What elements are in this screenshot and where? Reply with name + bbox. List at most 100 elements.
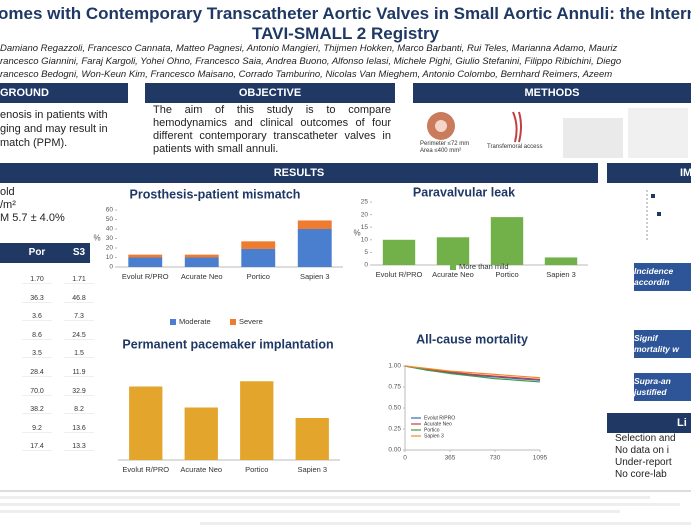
limitation-item: Selection and [615,433,676,444]
legend-label: Sapien 3 [424,433,444,439]
annulus-icon [435,120,447,132]
bar [241,241,276,249]
legend-swatch [450,264,456,270]
table-cell: 9.2 [22,425,52,433]
method-text: Transfemoral access [487,144,543,150]
bar [436,237,470,265]
table-head-cell: Por [28,247,46,258]
authors: Damiano Regazzoli, Francesco Cannata, Ma… [0,43,618,54]
fine-print [200,522,691,525]
table-header [0,243,90,263]
x-tick-label: Portico [495,270,518,279]
x-tick-label: 1095 [533,455,548,462]
table-cell: 70.0 [22,388,52,396]
implication-text: accordin [634,277,670,287]
section-heading: GROUND [0,83,128,103]
y-tick-label: 20 [106,245,114,252]
survival-line [404,365,541,383]
y-axis-label: % [93,234,100,243]
implication-text: justified [634,387,667,397]
y-tick-label: 20 [361,211,369,218]
bar [129,386,163,460]
table-cell: 46.8 [64,295,94,303]
implication-text: mortality w [634,344,679,354]
limitation-item: No data on i [615,445,669,456]
bar [240,381,274,460]
x-tick-label: Evolut R/PRO [122,272,169,281]
section-heading: RESULTS [0,163,598,183]
y-tick-label: 50 [106,216,114,223]
chart-title: Paravalvular leak [413,185,515,199]
table-cell: 32.9 [64,388,94,396]
y-tick-label: 5 [364,249,368,256]
legend-label: Acurate Neo [424,421,452,427]
implication-box: Signif mortality w [634,330,691,358]
map [563,118,623,158]
bar [184,254,219,258]
table-cell: 28.4 [22,369,52,377]
legend-label: Evolut R/PRO [424,415,455,421]
legend-label: More than mild [459,262,509,271]
background-text: enosis in patients with ging and may res… [0,108,108,150]
table-head-cell: S3 [72,247,86,258]
y-tick-label: 0 [109,264,113,271]
access-icon [512,111,522,143]
x-tick-label: Acurate Neo [181,272,223,281]
table-cell: 1.71 [64,276,94,284]
implication-box: Supra-an justified [634,373,691,401]
bar [544,257,578,265]
table-cell: 13.6 [64,425,94,433]
table-cell: 8.6 [22,332,52,340]
map [628,108,688,158]
x-tick-label: Evolut R/PRO [122,465,169,474]
x-tick-label: Sapien 3 [297,465,327,474]
x-tick-label: Evolut R/PRO [376,270,423,279]
fine-print [0,510,620,513]
authors: rancesco Bedogni, Won-Keun Kim, Francesc… [0,69,613,80]
section-heading: IM [607,163,691,183]
y-tick-label: 0.50 [388,405,401,412]
legend-label: Severe [239,317,263,326]
table-cell: 3.6 [22,313,52,322]
implication-text: Incidence [634,266,674,276]
authors: rancesco Giannini, Faraj Kargoli, Yohei … [0,56,622,67]
bar [184,407,218,460]
estimate [657,212,661,216]
footer-rule [0,490,691,492]
table-cell: 1.5 [64,350,94,359]
table-cell: 24.5 [64,332,94,340]
title: omes with Contemporary Transcatheter Aor… [0,4,691,23]
bar [295,418,329,460]
bar [297,229,332,267]
x-tick-label: Sapien 3 [546,270,576,279]
survival-line [404,365,541,379]
y-axis-label: % [353,229,360,238]
table-cell: 17.4 [22,443,52,452]
x-tick-label: 730 [490,455,501,462]
legend-label: Moderate [179,317,211,326]
text-line: old [0,186,15,198]
title: TAVI-SMALL 2 Registry [251,24,440,43]
section-heading: OBJECTIVE [145,83,395,103]
table-cell: 36.3 [22,295,52,303]
y-tick-label: 15 [361,224,369,231]
y-tick-label: 1.00 [388,363,401,370]
implication-text: Signif [634,333,658,343]
table-cell: 3.5 [22,350,52,359]
x-tick-label: Sapien 3 [300,272,330,281]
x-tick-label: Portico [247,272,270,281]
y-tick-label: 0 [364,262,368,269]
section-heading: Li [607,413,691,433]
limitation-item: No core-lab [615,469,667,480]
x-tick-label: 365 [445,455,456,462]
table-cell: 8.2 [64,406,94,415]
table-cell: 7.3 [64,313,94,322]
y-tick-label: 0.00 [388,447,401,454]
x-tick-label: 0 [403,455,407,462]
survival-line [404,365,541,381]
y-tick-label: 40 [106,226,114,233]
legend-swatch [230,319,236,325]
y-tick-label: 10 [361,237,369,244]
text-line: enosis in patients with [0,109,108,121]
